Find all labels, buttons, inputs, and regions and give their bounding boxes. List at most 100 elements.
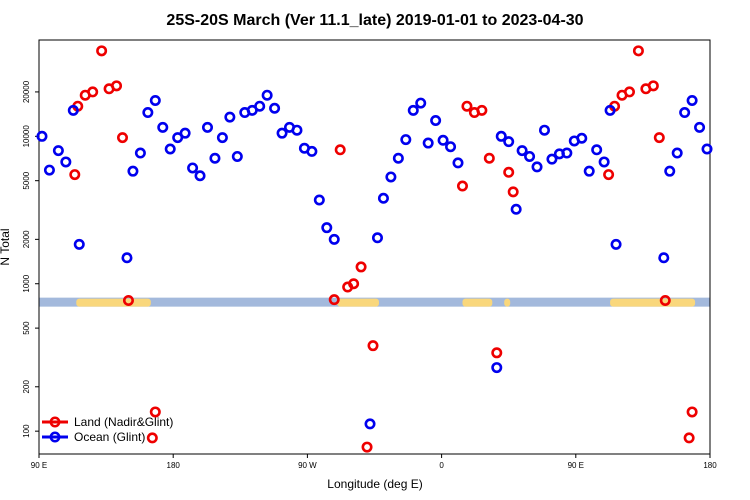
ocean-point-37 [377,192,389,204]
land-point-18 [456,180,468,192]
chart-title: 25S-20S March (Ver 11.1_late) 2019-01-01… [166,12,583,29]
ocean-point-50 [503,136,515,148]
ocean-point-10 [149,94,161,106]
land-point-22 [483,152,495,164]
ocean-point-15 [187,162,199,174]
land-point-16 [361,441,373,453]
ocean-point-72 [701,143,713,155]
ocean-point-4 [67,104,79,116]
x-tick-label-2: 90 W [298,461,317,470]
land-point-35 [683,432,695,444]
land-point-4 [96,45,108,57]
ocean-point-51 [510,203,522,215]
ocean-point-8 [134,147,146,159]
ocean-point-5 [73,238,85,250]
ocean-point-43 [422,137,434,149]
ocean-point-24 [254,100,266,112]
ocean-point-27 [276,127,288,139]
ocean-point-47 [452,157,464,169]
ocean-point-9 [142,107,154,119]
ocean-point-48 [491,362,503,374]
land-point-36 [686,406,698,418]
ocean-point-55 [538,124,550,136]
legend-land-marker [49,416,61,428]
ocean-point-70 [686,94,698,106]
x-tick-label-3: 0 [439,461,444,470]
ocean-point-69 [679,107,691,119]
ocean-point-66 [658,252,670,264]
ocean-point-20 [224,111,236,123]
ocean-point-61 [583,165,595,177]
land-segment-3 [504,298,511,307]
legend-land-label: Land (Nadir&Glint) [74,415,173,429]
land-point-29 [623,86,635,98]
ocean-point-25 [261,89,273,101]
ocean-point-6 [121,252,133,264]
x-axis-ticks: 90 E 180 90 W 0 90 E 180 [31,454,717,470]
y-tick-label-0: 100 [22,424,31,438]
ocean-point-14 [179,127,191,139]
ocean-point-32 [313,194,325,206]
data-points [36,45,713,453]
ocean-point-29 [291,124,303,136]
land-point-19 [461,100,473,112]
y-tick-label-7: 20000 [22,80,31,103]
ocean-point-40 [400,134,412,146]
ocean-point-38 [385,171,397,183]
land-point-14 [348,278,360,290]
ocean-point-56 [546,153,558,165]
ocean-point-63 [598,156,610,168]
land-point-9 [146,432,158,444]
ocean-point-35 [364,418,376,430]
ocean-point-62 [591,144,603,156]
land-point-3 [87,86,99,98]
y-axis-label: N Total [0,228,12,265]
ocean-point-58 [561,147,573,159]
land-point-26 [603,169,615,181]
ocean-point-65 [610,238,622,250]
plot-frame [38,39,711,455]
land-segment-4 [610,298,696,307]
ocean-point-18 [209,152,221,164]
ocean-point-41 [407,104,419,116]
land-point-25 [507,186,519,198]
legend-ocean-marker [49,431,61,443]
land-point-23 [491,347,503,359]
ocean-point-44 [430,114,442,126]
y-axis-ticks: 100 200 500 1000 2000 5000 10000 20000 [22,80,39,438]
land-point-30 [632,45,644,57]
ocean-point-46 [445,141,457,153]
ocean-point-33 [321,222,333,234]
land-point-34 [659,294,671,306]
ocean-point-0 [36,130,48,142]
ocean-point-60 [576,132,588,144]
ocean-point-11 [157,121,169,133]
land-point-21 [476,104,488,116]
land-point-24 [503,166,515,178]
ocean-point-53 [524,150,536,162]
legend: Land (Nadir&Glint) Ocean (Glint) [42,415,173,444]
y-tick-label-6: 10000 [22,125,31,148]
ocean-point-2 [52,145,64,157]
y-tick-label-4: 2000 [22,230,31,248]
ocean-point-19 [216,132,228,144]
x-tick-label-1: 180 [167,461,181,470]
ocean-point-12 [164,143,176,155]
ocean-point-26 [269,102,281,114]
land-point-12 [334,144,346,156]
land-ocean-band [39,297,710,307]
land-point-6 [111,80,123,92]
land-point-33 [653,132,665,144]
land-point-15 [355,261,367,273]
land-point-10 [149,406,161,418]
ocean-point-64 [604,104,616,116]
ocean-point-34 [328,233,340,245]
x-tick-label-5: 180 [703,461,717,470]
x-tick-label-0: 90 E [31,461,47,470]
land-point-8 [122,294,134,306]
ocean-point-49 [495,130,507,142]
ocean-point-71 [694,121,706,133]
